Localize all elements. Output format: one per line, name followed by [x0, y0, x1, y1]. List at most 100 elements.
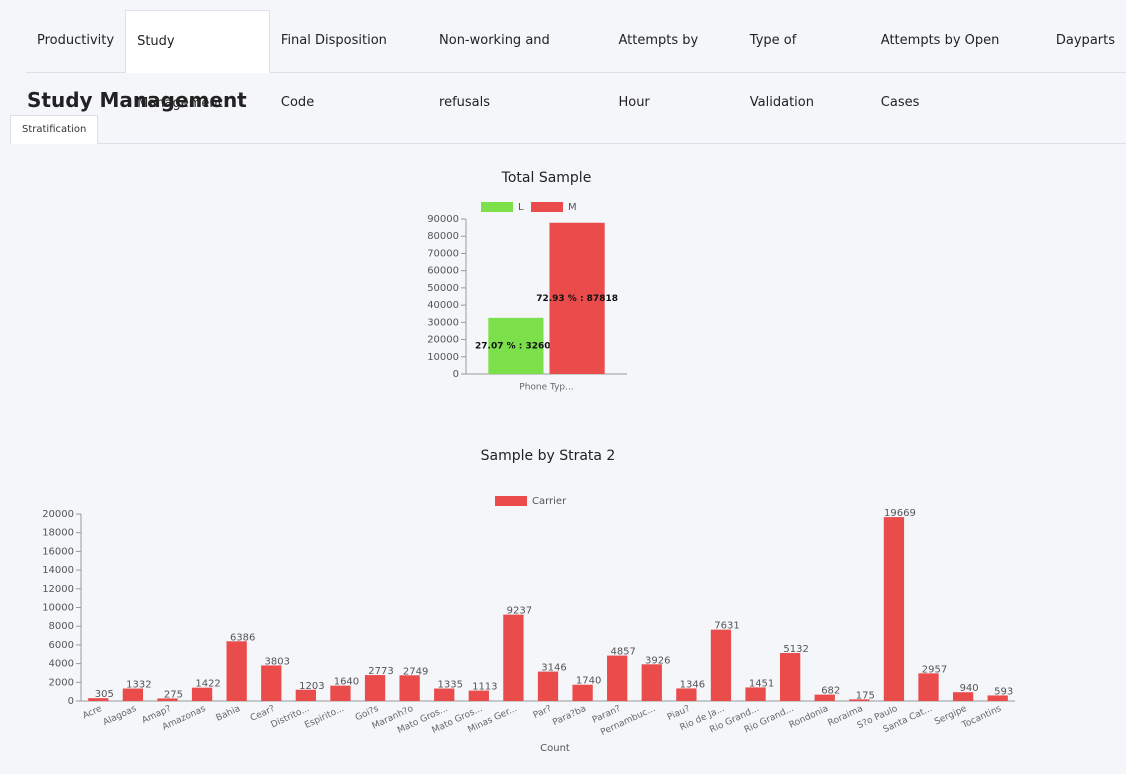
legend-label: L — [518, 202, 524, 213]
y-tick-label: 16000 — [42, 546, 74, 557]
legend-label: Carrier — [532, 496, 567, 507]
y-tick-label: 18000 — [42, 528, 74, 539]
bar — [780, 653, 801, 701]
data-label: 175 — [856, 690, 875, 701]
tab[interactable]: Attempts by Open Cases — [880, 33, 1000, 110]
x-axis-title: Count — [540, 743, 570, 754]
y-tick-label: 12000 — [42, 584, 74, 595]
legend-label: M — [568, 202, 577, 213]
bar — [226, 641, 247, 701]
legend-swatch — [481, 202, 513, 212]
tab[interactable]: Final Disposition Code — [280, 33, 387, 110]
bar — [399, 675, 420, 701]
data-label: 6386 — [230, 632, 255, 643]
data-label: 9237 — [507, 606, 532, 617]
y-tick-label: 60000 — [427, 266, 459, 277]
x-tick-label: Bahia — [215, 704, 242, 724]
data-label: 2957 — [922, 664, 947, 675]
y-tick-label: 90000 — [427, 214, 459, 225]
bar — [88, 698, 109, 701]
x-tick-label: Para?ba — [551, 704, 588, 728]
x-tick-label: Phone Typ... — [519, 383, 573, 393]
bar — [710, 629, 732, 701]
x-tick-label: Espirito... — [303, 704, 346, 731]
tab[interactable]: Productivity — [37, 33, 115, 48]
legend-swatch — [495, 496, 527, 506]
y-tick-label: 0 — [453, 369, 459, 380]
data-label: 940 — [960, 683, 979, 694]
y-tick-label: 40000 — [427, 300, 459, 311]
y-tick-label: 30000 — [427, 317, 459, 328]
bar — [987, 695, 1008, 701]
data-label: 5132 — [783, 644, 808, 655]
tab-bar: Productivity Study Management Final Dispos… — [26, 10, 1126, 111]
data-label: 2749 — [403, 666, 428, 677]
tab[interactable]: Attempts by Hour — [618, 33, 699, 110]
y-tick-label: 50000 — [427, 283, 459, 294]
bar — [157, 698, 178, 701]
chart-title: Sample by Strata 2 — [481, 448, 616, 464]
tab[interactable]: Study Management — [125, 10, 270, 111]
y-tick-label: 20000 — [427, 335, 459, 346]
legend-swatch — [531, 202, 563, 212]
data-label: 72.93 % : 87818 — [536, 294, 618, 304]
data-label: 682 — [821, 686, 840, 697]
data-label: 1113 — [472, 682, 497, 693]
bar — [468, 690, 489, 701]
bar — [261, 665, 282, 701]
y-tick-label: 6000 — [49, 640, 74, 651]
bar — [295, 689, 316, 701]
tab[interactable]: Type of Validation — [749, 33, 814, 110]
subtab[interactable]: Stratification — [10, 115, 99, 144]
bar — [549, 222, 605, 374]
bar — [503, 614, 524, 701]
data-label: 1740 — [576, 676, 601, 687]
y-tick-label: 4000 — [49, 659, 74, 670]
bar — [814, 694, 835, 701]
tab[interactable]: Dayparts — [1055, 33, 1115, 48]
bar — [364, 675, 386, 701]
page-heading: Study Management — [27, 88, 247, 112]
y-tick-label: 8000 — [49, 621, 74, 632]
data-label: 1346 — [680, 679, 705, 690]
data-label: 1640 — [334, 677, 359, 688]
data-label: 593 — [994, 686, 1013, 697]
data-label: 27.07 % : 32601 — [475, 341, 557, 351]
data-label: 1422 — [195, 679, 220, 690]
data-label: 3146 — [541, 663, 566, 674]
y-tick-label: 80000 — [427, 231, 459, 242]
data-label: 3803 — [265, 656, 290, 667]
bar — [676, 688, 697, 701]
data-label: 4857 — [610, 647, 635, 658]
data-label: 305 — [95, 689, 114, 700]
bar — [849, 699, 870, 701]
bar — [883, 517, 905, 701]
subtab-bar: Stratification — [10, 115, 1126, 144]
data-label: 1203 — [299, 681, 324, 692]
bar — [191, 687, 213, 701]
chart-title: Total Sample — [501, 170, 592, 186]
bar — [572, 684, 593, 701]
data-label: 3926 — [645, 655, 670, 666]
x-tick-label: Tocantins — [960, 704, 1004, 731]
data-label: 2773 — [368, 666, 393, 677]
data-label: 275 — [164, 689, 183, 700]
bar — [745, 687, 766, 701]
data-label: 7631 — [714, 621, 739, 632]
bar — [434, 688, 455, 701]
data-label: 19669 — [884, 508, 916, 519]
y-tick-label: 10000 — [427, 352, 459, 363]
bar — [952, 692, 974, 701]
bar — [488, 317, 544, 374]
y-tick-label: 0 — [68, 696, 74, 707]
tab[interactable]: Non-working and refusals — [439, 33, 550, 110]
bar — [918, 673, 939, 701]
bar — [641, 664, 662, 701]
bar — [122, 688, 144, 701]
x-tick-label: Rondonia — [788, 704, 830, 731]
y-tick-label: 14000 — [42, 565, 74, 576]
data-label: 1332 — [126, 680, 151, 691]
y-tick-label: 70000 — [427, 248, 459, 259]
bar — [607, 655, 628, 701]
